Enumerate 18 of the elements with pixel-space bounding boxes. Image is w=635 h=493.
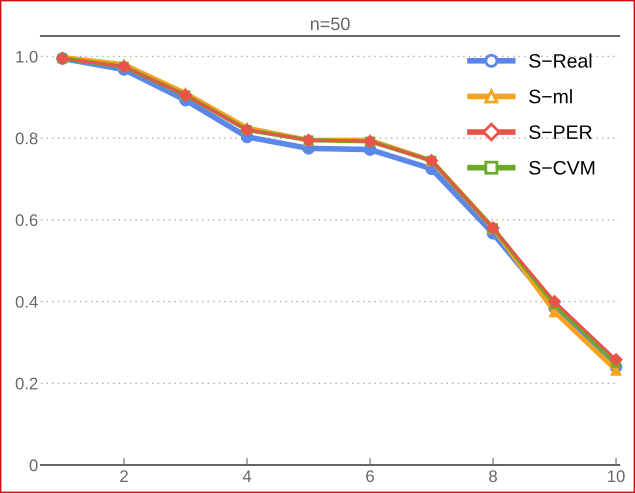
legend-label: S−PER	[529, 125, 592, 140]
x-tick-label: 10	[608, 470, 625, 482]
y-tick-label: 0.8	[16, 132, 38, 144]
x-tick-label: 4	[242, 470, 252, 482]
y-tick-label: 0	[30, 459, 38, 472]
x-tick-label: 6	[366, 470, 374, 482]
y-tick-label: 0.2	[16, 378, 38, 390]
x-tick-label: 2	[120, 470, 128, 482]
point	[548, 294, 562, 308]
point	[609, 353, 623, 366]
legend-label: S−ml	[529, 89, 572, 104]
legend-label: S−Real	[529, 54, 592, 68]
chart-title: n=50	[310, 18, 350, 30]
y-tick-label: 0.6	[16, 214, 38, 226]
y-tick-label: 0.4	[16, 296, 38, 308]
legend-label: S−CVM	[529, 160, 594, 175]
x-tick-label: 8	[489, 470, 497, 482]
y-tick-label: 1.0	[16, 50, 38, 63]
